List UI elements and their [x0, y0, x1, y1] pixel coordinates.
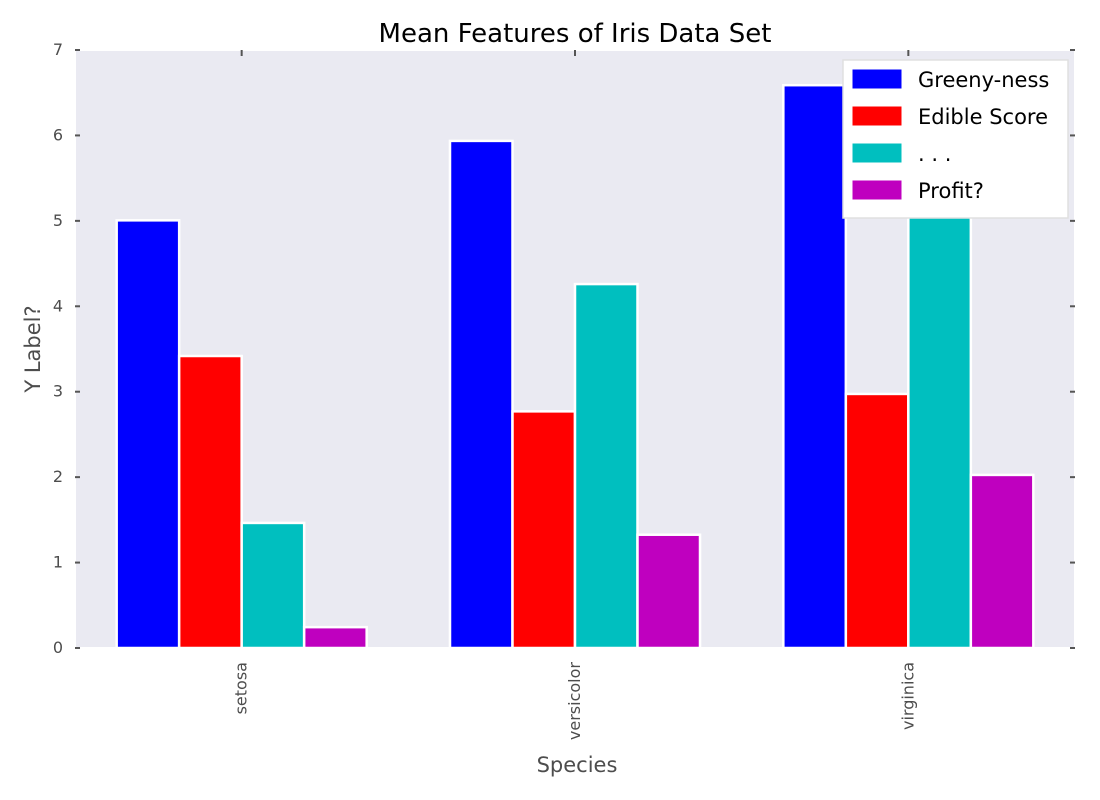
legend-label: . . .	[918, 142, 951, 166]
y-tick-label: 3	[53, 382, 63, 401]
bars	[115, 83, 1035, 650]
y-tick-label: 0	[53, 638, 63, 657]
x-tick-label: versicolor	[565, 662, 584, 740]
bar-greeny-ness-virginica	[782, 83, 848, 650]
y-tick-label: 4	[53, 296, 63, 315]
chart-title: Mean Features of Iris Data Set	[379, 19, 772, 49]
bar-profit-virginica	[969, 473, 1035, 650]
x-tick-label: virginica	[898, 662, 917, 730]
x-axis-tick-labels: setosa versicolor virginica	[232, 50, 917, 740]
bar-edible-score-virginica	[844, 392, 910, 650]
y-tick-label: 7	[53, 40, 63, 59]
bar-greeny-ness-versicolor	[448, 139, 514, 650]
legend-swatch	[851, 105, 903, 127]
legend-swatch	[851, 179, 903, 201]
legend: Greeny-ness Edible Score . . . Profit?	[842, 59, 1069, 219]
x-axis-label: Species	[537, 753, 618, 777]
y-tick-label: 5	[53, 211, 63, 230]
y-axis-label: Y Label?	[21, 305, 45, 393]
legend-swatch	[851, 68, 903, 90]
y-tick-label: 2	[53, 467, 63, 486]
bar-profit-setosa	[302, 625, 368, 650]
y-tick-label: 1	[53, 553, 63, 572]
legend-label: Edible Score	[918, 105, 1048, 129]
y-tick-label: 6	[53, 125, 63, 144]
y-axis-ticks: 0 1 2 3 4 5 6 7	[53, 40, 1075, 657]
bar--setosa	[240, 521, 306, 650]
bar-profit-versicolor	[636, 533, 702, 650]
bar-greeny-ness-setosa	[115, 219, 181, 650]
bar-edible-score-setosa	[177, 354, 243, 650]
x-tick-label: setosa	[232, 662, 251, 714]
legend-swatch	[851, 142, 903, 164]
legend-label: Greeny-ness	[918, 68, 1049, 92]
bar--versicolor	[573, 282, 639, 650]
legend-label: Profit?	[918, 179, 984, 203]
bar--virginica	[907, 172, 973, 650]
bar-edible-score-versicolor	[511, 410, 577, 650]
